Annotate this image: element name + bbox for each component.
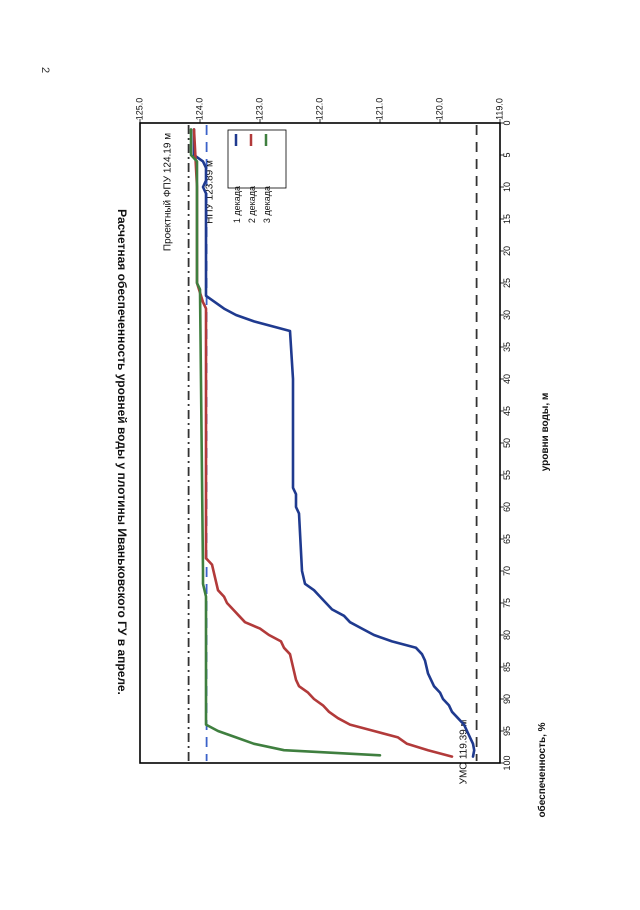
y-tick-label: 122.0 bbox=[314, 98, 324, 121]
x-tick-label: 25 bbox=[502, 278, 512, 288]
x-tick-label: 65 bbox=[502, 534, 512, 544]
x-axis-label: обеспеченность, % bbox=[536, 722, 548, 817]
x-tick-label: 70 bbox=[502, 566, 512, 576]
x-tick-label: 30 bbox=[502, 310, 512, 320]
legend: 1 декада 2 декада 3 декада bbox=[227, 129, 287, 223]
x-tick-label: 55 bbox=[502, 470, 512, 480]
y-tick-label: 120.0 bbox=[434, 98, 444, 121]
legend-label-decade-2: 2 декада bbox=[247, 186, 257, 223]
legend-box bbox=[227, 129, 287, 189]
x-tick-label: 10 bbox=[502, 182, 512, 192]
x-tick-label: 40 bbox=[502, 374, 512, 384]
chart-title: Расчетная обеспеченность уровней воды у … bbox=[115, 209, 129, 695]
x-tick-label: 85 bbox=[502, 662, 512, 672]
legend-label-decade-3: 3 декада bbox=[262, 186, 272, 223]
x-tick-label: 60 bbox=[502, 502, 512, 512]
series-line-decade-2 bbox=[192, 128, 454, 758]
x-tick-label: 80 bbox=[502, 630, 512, 640]
y-tick-label: 124.0 bbox=[194, 98, 204, 121]
fpu-label: Проектный ФПУ 124.19 м bbox=[163, 133, 174, 251]
page-number: 2 bbox=[39, 66, 52, 74]
plot-area bbox=[139, 122, 501, 764]
x-tick-label: 0 bbox=[502, 120, 512, 125]
series-line-decade-3 bbox=[189, 128, 382, 757]
x-tick-label: 20 bbox=[502, 246, 512, 256]
umo-label: УМО 119.39 м bbox=[459, 720, 470, 785]
legend-label-decade-1: 1 декада bbox=[232, 186, 242, 223]
y-tick-label: 119.0 bbox=[494, 98, 504, 120]
x-tick-label: 15 bbox=[502, 214, 512, 224]
x-tick-label: 100 bbox=[502, 755, 512, 770]
x-tick-label: 5 bbox=[502, 152, 512, 157]
series-line-decade-1 bbox=[192, 128, 476, 758]
x-tick-label: 45 bbox=[502, 406, 512, 416]
y-tick-label: 125.0 bbox=[134, 98, 144, 121]
y-tick-label: 123.0 bbox=[254, 98, 264, 121]
x-tick-label: 90 bbox=[502, 694, 512, 704]
x-tick-label: 95 bbox=[502, 726, 512, 736]
y-axis-label: уровни воды, м bbox=[540, 393, 551, 472]
x-tick-label: 50 bbox=[502, 438, 512, 448]
x-tick-label: 35 bbox=[502, 342, 512, 352]
npu-label: НПУ 123.89 м bbox=[205, 160, 216, 224]
x-tick-label: 75 bbox=[502, 598, 512, 608]
y-tick-label: 121.0 bbox=[374, 98, 384, 121]
